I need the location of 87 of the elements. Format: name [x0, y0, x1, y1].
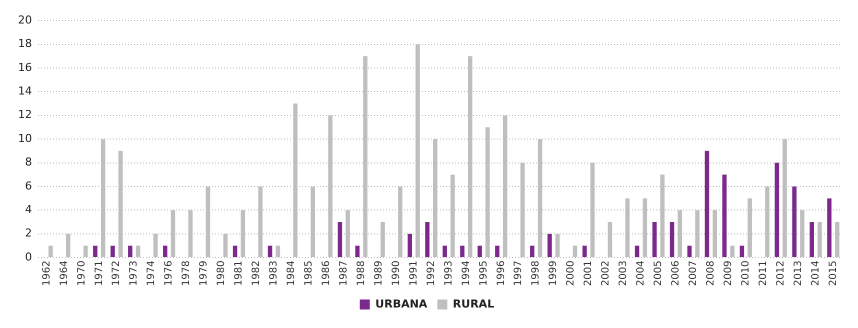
bar [530, 246, 534, 258]
x-tick-label: 1979 [198, 260, 210, 286]
bar [634, 246, 640, 258]
bar [495, 246, 500, 258]
x-tick-label: 1964 [58, 260, 70, 286]
bar [652, 222, 657, 258]
bar [827, 198, 832, 258]
bar [704, 150, 710, 258]
bar [670, 222, 674, 258]
x-tick-label: 1992 [426, 260, 437, 286]
y-tick-label: 10 [18, 132, 32, 145]
legend-label: RURAL [452, 297, 494, 310]
y-tick-label: 18 [18, 37, 32, 50]
x-tick-label: 1996 [496, 260, 507, 286]
x-tick-label: 1978 [181, 260, 192, 286]
x-tick-label: 1990 [390, 260, 402, 286]
bar [582, 246, 587, 258]
bar [355, 246, 360, 258]
x-tick-label: 2009 [722, 260, 734, 286]
bar [810, 222, 814, 258]
x-tick-label: 1962 [41, 260, 52, 286]
x-tick-label: 2015 [828, 260, 839, 286]
x-tick-label: 2003 [618, 260, 630, 286]
bar [722, 174, 727, 258]
x-tick-label: 2014 [810, 260, 822, 286]
x-tick-label: 1972 [111, 260, 122, 286]
bar [162, 246, 168, 258]
x-tick-label: 1998 [530, 260, 542, 286]
bar [774, 162, 780, 258]
x-tick-label: 1989 [373, 260, 384, 286]
x-tick-label: 1991 [408, 260, 420, 286]
x-tick-label: 1985 [304, 260, 315, 286]
y-tick-label: 14 [18, 84, 32, 98]
x-tick-label: 2010 [740, 260, 752, 286]
bar [110, 246, 115, 258]
x-tick-label: 1987 [338, 260, 350, 286]
x-tick-label: 2008 [706, 260, 717, 286]
x-tick-label: 1988 [356, 260, 367, 286]
x-tick-label: 1993 [443, 260, 454, 286]
bar [128, 246, 132, 258]
x-tick-label: 2000 [566, 260, 577, 286]
bar [232, 246, 238, 258]
legend-label: URBANA [375, 297, 428, 310]
bar [478, 246, 482, 258]
bar [740, 246, 744, 258]
x-tick-label: 1980 [216, 260, 228, 286]
x-tick-label: 1973 [128, 260, 140, 286]
y-tick-label: 20 [18, 13, 32, 26]
y-tick-label: 4 [24, 203, 32, 216]
x-tick-label: 2012 [775, 260, 786, 286]
bar [792, 186, 797, 258]
x-tick-label: 1970 [76, 260, 88, 286]
y-tick-label: 16 [18, 60, 32, 74]
x-tick-label: 1982 [251, 260, 262, 286]
bar [425, 222, 430, 258]
x-tick-label: 1995 [478, 260, 490, 286]
x-tick-label: 1994 [460, 260, 472, 286]
bar [687, 246, 692, 258]
x-tick-label: 1983 [268, 260, 280, 286]
bar [338, 222, 342, 258]
x-tick-label: 1981 [234, 260, 245, 286]
x-tick-label: 2005 [653, 260, 664, 286]
x-tick-label: 1997 [513, 260, 524, 286]
x-tick-label: 1976 [164, 260, 175, 286]
x-tick-label: 1986 [320, 260, 332, 286]
y-tick-label: 6 [24, 179, 32, 192]
x-tick-label: 2001 [583, 260, 594, 286]
bar [548, 234, 552, 258]
x-tick-label: 2006 [670, 260, 682, 286]
x-tick-label: 1974 [146, 260, 158, 286]
bar [442, 246, 447, 258]
x-tick-label: 2011 [758, 260, 769, 286]
x-tick-label: 1984 [286, 260, 298, 286]
y-tick-label: 0 [24, 250, 32, 264]
x-tick-label: 2007 [688, 260, 700, 286]
x-tick-label: 2004 [636, 260, 647, 286]
bar [460, 246, 464, 258]
x-tick-label: 2002 [600, 260, 612, 286]
bar [408, 234, 412, 258]
y-tick-label: 8 [24, 156, 32, 169]
x-tick-label: 2013 [792, 260, 804, 286]
x-tick-label: 1999 [548, 260, 560, 286]
y-tick-label: 12 [18, 108, 32, 122]
bar [268, 246, 272, 258]
y-tick-label: 2 [24, 226, 32, 240]
x-tick-label: 1971 [94, 260, 105, 286]
bar [93, 246, 98, 258]
